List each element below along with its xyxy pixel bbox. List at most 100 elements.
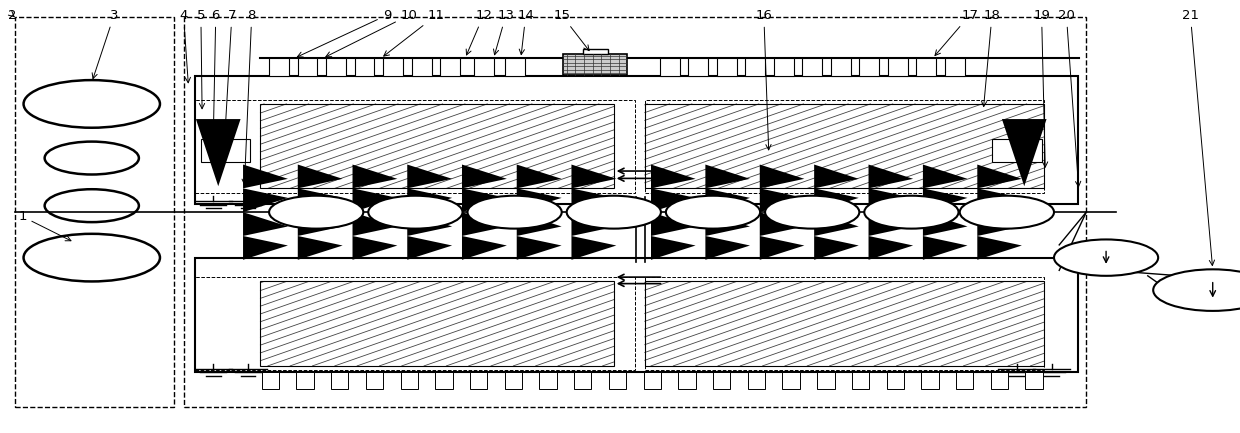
Polygon shape xyxy=(748,372,765,389)
Polygon shape xyxy=(977,212,1022,236)
Polygon shape xyxy=(201,139,250,162)
Circle shape xyxy=(1054,239,1158,276)
Polygon shape xyxy=(574,372,591,389)
Polygon shape xyxy=(717,58,737,76)
Polygon shape xyxy=(888,58,908,76)
Polygon shape xyxy=(706,212,750,236)
Polygon shape xyxy=(868,165,913,188)
Polygon shape xyxy=(298,165,342,188)
Polygon shape xyxy=(463,188,507,212)
Polygon shape xyxy=(651,165,696,188)
Polygon shape xyxy=(326,58,346,76)
Polygon shape xyxy=(802,58,822,76)
Polygon shape xyxy=(539,372,557,389)
Polygon shape xyxy=(262,372,279,389)
Polygon shape xyxy=(945,58,965,76)
Polygon shape xyxy=(407,212,453,236)
Polygon shape xyxy=(401,372,418,389)
Text: 18: 18 xyxy=(982,9,1001,107)
Polygon shape xyxy=(868,236,913,260)
Polygon shape xyxy=(563,54,627,75)
Polygon shape xyxy=(407,236,453,260)
Polygon shape xyxy=(572,236,616,260)
Polygon shape xyxy=(383,58,403,76)
Polygon shape xyxy=(688,58,708,76)
Polygon shape xyxy=(782,372,800,389)
Circle shape xyxy=(765,196,859,229)
Text: 6: 6 xyxy=(211,9,219,135)
Circle shape xyxy=(666,196,760,229)
Polygon shape xyxy=(921,372,939,389)
Text: 11: 11 xyxy=(383,9,445,56)
Polygon shape xyxy=(956,372,973,389)
Text: 4: 4 xyxy=(180,9,191,83)
Text: 21: 21 xyxy=(1182,9,1214,265)
Polygon shape xyxy=(660,58,680,76)
Polygon shape xyxy=(517,165,562,188)
Polygon shape xyxy=(760,165,805,188)
Polygon shape xyxy=(352,212,397,236)
Polygon shape xyxy=(474,58,494,76)
Circle shape xyxy=(467,196,562,229)
Polygon shape xyxy=(923,212,967,236)
Text: 17: 17 xyxy=(935,9,978,55)
Circle shape xyxy=(960,196,1054,229)
Polygon shape xyxy=(331,372,348,389)
Polygon shape xyxy=(815,212,859,236)
Text: 15: 15 xyxy=(553,9,589,51)
Text: 10: 10 xyxy=(326,9,418,57)
Polygon shape xyxy=(887,372,904,389)
Polygon shape xyxy=(463,165,507,188)
Polygon shape xyxy=(435,372,453,389)
Polygon shape xyxy=(644,372,661,389)
Polygon shape xyxy=(706,236,750,260)
Polygon shape xyxy=(713,372,730,389)
Polygon shape xyxy=(583,49,608,54)
Polygon shape xyxy=(366,372,383,389)
Polygon shape xyxy=(517,212,562,236)
Polygon shape xyxy=(977,188,1022,212)
Polygon shape xyxy=(817,372,835,389)
Polygon shape xyxy=(852,372,869,389)
Polygon shape xyxy=(831,58,851,76)
Polygon shape xyxy=(977,165,1022,188)
Polygon shape xyxy=(678,372,696,389)
Polygon shape xyxy=(440,58,460,76)
Polygon shape xyxy=(298,188,342,212)
Text: 7: 7 xyxy=(221,9,236,161)
Text: 5: 5 xyxy=(197,9,205,109)
Polygon shape xyxy=(298,212,342,236)
Polygon shape xyxy=(407,188,453,212)
Polygon shape xyxy=(923,236,967,260)
Polygon shape xyxy=(706,188,750,212)
Polygon shape xyxy=(243,165,288,188)
Polygon shape xyxy=(609,372,626,389)
Polygon shape xyxy=(572,212,616,236)
Polygon shape xyxy=(1002,119,1047,186)
Polygon shape xyxy=(706,165,750,188)
Polygon shape xyxy=(991,372,1008,389)
Polygon shape xyxy=(298,236,342,260)
Polygon shape xyxy=(196,119,241,186)
Polygon shape xyxy=(463,236,507,260)
Polygon shape xyxy=(517,188,562,212)
Polygon shape xyxy=(745,58,765,76)
Polygon shape xyxy=(470,372,487,389)
Polygon shape xyxy=(815,165,859,188)
Polygon shape xyxy=(868,188,913,212)
Polygon shape xyxy=(923,165,967,188)
Polygon shape xyxy=(760,236,805,260)
Polygon shape xyxy=(505,372,522,389)
Polygon shape xyxy=(651,212,696,236)
Polygon shape xyxy=(1025,372,1043,389)
Circle shape xyxy=(567,196,661,229)
Polygon shape xyxy=(352,236,397,260)
Polygon shape xyxy=(463,212,507,236)
Polygon shape xyxy=(243,236,288,260)
Polygon shape xyxy=(243,188,288,212)
Text: 20: 20 xyxy=(1058,9,1081,187)
Circle shape xyxy=(864,196,959,229)
Polygon shape xyxy=(916,58,936,76)
Text: 12: 12 xyxy=(466,9,492,55)
Text: 19: 19 xyxy=(1033,9,1050,167)
